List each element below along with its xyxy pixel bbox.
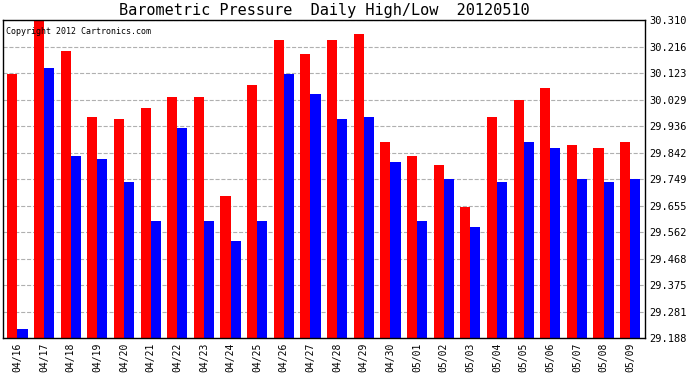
Text: Copyright 2012 Cartronics.com: Copyright 2012 Cartronics.com	[6, 27, 151, 36]
Bar	[337, 119, 347, 338]
Bar	[540, 88, 551, 338]
Bar	[61, 51, 70, 338]
Bar	[300, 54, 310, 338]
Bar	[247, 86, 257, 338]
Bar	[497, 182, 507, 338]
Bar	[630, 179, 640, 338]
Bar	[44, 69, 55, 338]
Bar	[274, 40, 284, 338]
Bar	[114, 119, 124, 338]
Bar	[97, 159, 108, 338]
Bar	[8, 74, 17, 338]
Bar	[407, 156, 417, 338]
Bar	[327, 40, 337, 338]
Bar	[471, 227, 480, 338]
Bar	[524, 142, 534, 338]
Bar	[551, 148, 560, 338]
Bar	[257, 221, 267, 338]
Bar	[460, 207, 471, 338]
Bar	[124, 182, 134, 338]
Bar	[604, 182, 613, 338]
Bar	[391, 162, 401, 338]
Bar	[167, 97, 177, 338]
Bar	[70, 156, 81, 338]
Bar	[284, 74, 294, 338]
Bar	[230, 241, 241, 338]
Bar	[177, 128, 188, 338]
Bar	[487, 117, 497, 338]
Bar	[150, 221, 161, 338]
Bar	[577, 179, 587, 338]
Bar	[87, 117, 97, 338]
Bar	[364, 117, 374, 338]
Bar	[204, 221, 214, 338]
Bar	[513, 100, 524, 338]
Bar	[380, 142, 391, 338]
Bar	[620, 142, 630, 338]
Bar	[34, 20, 44, 338]
Title: Barometric Pressure  Daily High/Low  20120510: Barometric Pressure Daily High/Low 20120…	[119, 3, 529, 18]
Bar	[17, 329, 28, 338]
Bar	[141, 108, 150, 338]
Bar	[220, 196, 230, 338]
Bar	[194, 97, 204, 338]
Bar	[433, 165, 444, 338]
Bar	[417, 221, 427, 338]
Bar	[354, 34, 364, 338]
Bar	[444, 179, 454, 338]
Bar	[593, 148, 604, 338]
Bar	[566, 145, 577, 338]
Bar	[310, 94, 321, 338]
